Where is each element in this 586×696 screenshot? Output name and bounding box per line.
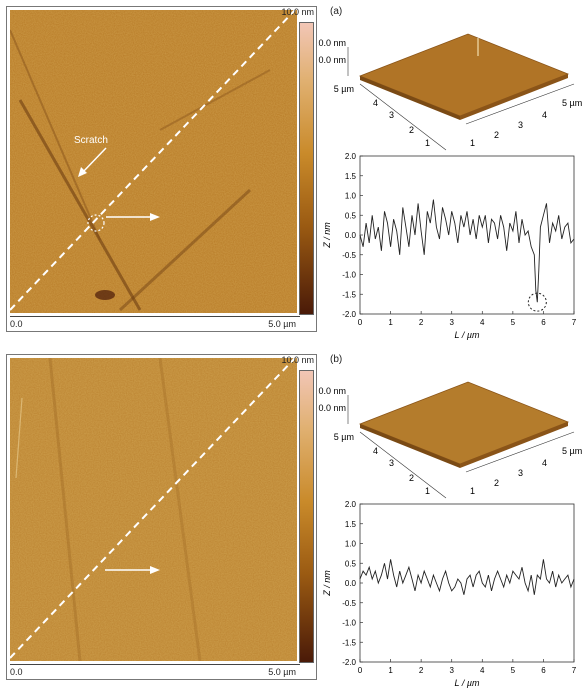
y-tick-label: 3	[389, 458, 394, 468]
z-min-label: 0.0 nm	[318, 403, 346, 413]
x-tick-label: 3	[518, 468, 523, 478]
z-max-label: 10.0 nm	[318, 386, 346, 396]
y-axis-label: Z / nm	[322, 570, 332, 597]
height-profile-chart: 0 1 2 3 4 5 6 7 2.0 1.5 1.0 0.5 0.0 -0.5 -1.0 -1.5 -2.0 Z…	[322, 500, 577, 688]
scale-end-label: 5.0 µm	[268, 319, 296, 329]
x-tick-label: 1	[470, 486, 475, 496]
x-tick-label: 1	[388, 666, 393, 675]
x-tick-label: 2	[419, 666, 424, 675]
x-axis-label: L / µm	[454, 678, 480, 688]
y-tick-label: -0.5	[342, 599, 356, 608]
x-tick-label: 1	[388, 318, 393, 327]
x-tick-label: 2	[494, 478, 499, 488]
scale-bar	[10, 664, 300, 668]
y-tick-label: 0.5	[345, 559, 357, 568]
x-tick-label: 4	[480, 318, 485, 327]
y-tick-label: 1	[425, 486, 430, 496]
profile-series-line	[359, 199, 575, 303]
afm-topography-map	[10, 358, 297, 661]
y-tick-label: 1.5	[345, 520, 357, 529]
panel-label: (b)	[330, 354, 343, 365]
profile-line	[10, 358, 296, 659]
surface-3d-plot: 10.0 nm 0.0 nm 5 µm 4 3 2 1 1 2 3 4 5 µm	[318, 33, 582, 151]
scale-end-label: 5.0 µm	[268, 667, 296, 677]
scale-start-label: 0.0	[10, 319, 23, 329]
figure-panel-b: 10.0 nm 0.0 5.0 µm (b) 10.0 nm 0.0 nm 5 …	[0, 348, 586, 696]
figure-panel-a: Scratch 10.0 nm 0.0 5.0 µm (a) 10.0 nm 0…	[6, 6, 582, 340]
y-tick-label: 4	[373, 98, 378, 108]
x-tick-label: 5	[511, 666, 516, 675]
colorbar-max-label: 10.0 nm	[281, 355, 314, 365]
y-tick-label: 2.0	[345, 152, 357, 161]
x-tick-label: 7	[572, 318, 577, 327]
x-tick-label: 5 µm	[562, 98, 582, 108]
y-tick-label: 1.0	[345, 192, 357, 201]
y-tick-label: -0.5	[342, 251, 356, 260]
z-max-label: 10.0 nm	[318, 38, 346, 48]
y-tick-label: 0.5	[345, 211, 357, 220]
scale-start-label: 0.0	[10, 667, 23, 677]
y-tick-label: 1.5	[345, 172, 357, 181]
y-tick-label: 2.0	[345, 500, 357, 509]
x-tick-label: 5	[511, 318, 516, 327]
y-tick-label: 5 µm	[334, 432, 354, 442]
y-tick-label: 3	[389, 110, 394, 120]
afm-topography-map: Scratch	[10, 10, 297, 313]
afm-height-image: 10.0 nm 0.0 5.0 µm	[6, 354, 317, 680]
scratch-marker-circle	[527, 292, 547, 312]
surface-3d-plot: 10.0 nm 0.0 nm 5 µm 4 3 2 1 1 2 3 4 5 µm	[318, 381, 582, 499]
x-tick-label: 4	[480, 666, 485, 675]
x-tick-label: 2	[419, 318, 424, 327]
y-tick-label: -1.0	[342, 619, 356, 628]
panel-label: (a)	[330, 6, 343, 17]
y-tick-label: -1.5	[342, 638, 356, 647]
y-tick-label: 0.0	[345, 231, 357, 240]
y-axis-label: Z / nm	[322, 222, 332, 249]
x-tick-label: 4	[542, 110, 547, 120]
y-tick-label: 2	[409, 125, 414, 135]
x-tick-label: 6	[541, 666, 546, 675]
x-tick-label: 0	[358, 318, 363, 327]
y-tick-label: -1.5	[342, 290, 356, 299]
y-tick-label: -2.0	[342, 658, 356, 667]
x-tick-label: 2	[494, 130, 499, 140]
y-tick-label: -2.0	[342, 310, 356, 319]
colorbar	[299, 370, 314, 663]
z-min-label: 0.0 nm	[318, 55, 346, 65]
y-tick-label: 5 µm	[334, 84, 354, 94]
x-tick-label: 7	[572, 666, 577, 675]
scratch-label: Scratch	[74, 135, 108, 146]
plot-frame	[359, 503, 575, 663]
x-tick-label: 6	[541, 318, 546, 327]
colorbar-max-label: 10.0 nm	[281, 7, 314, 17]
profile-line	[10, 10, 296, 311]
height-profile-chart: 0 1 2 3 4 5 6 7 2.0 1.5 1.0 0.5 0.0 -0.5 -1.0 -1.5 -2.0 Z…	[322, 152, 577, 340]
colorbar	[299, 22, 314, 315]
profile-series-line	[359, 559, 575, 595]
y-tick-label: -1.0	[342, 271, 356, 280]
y-tick-label: 0.0	[345, 579, 357, 588]
y-tick-label: 2	[409, 473, 414, 483]
x-tick-label: 1	[470, 138, 475, 148]
x-tick-label: 0	[358, 666, 363, 675]
x-tick-label: 3	[518, 120, 523, 130]
afm-height-image: Scratch 10.0 nm 0.0 5.0 µm	[6, 6, 317, 332]
y-tick-label: 4	[373, 446, 378, 456]
scale-bar	[10, 316, 300, 320]
x-tick-label: 5 µm	[562, 446, 582, 456]
y-tick-label: 1	[425, 138, 430, 148]
x-tick-label: 3	[449, 318, 454, 327]
x-tick-label: 4	[542, 458, 547, 468]
x-tick-label: 3	[449, 666, 454, 675]
x-axis-label: L / µm	[454, 330, 480, 340]
y-tick-label: 1.0	[345, 540, 357, 549]
